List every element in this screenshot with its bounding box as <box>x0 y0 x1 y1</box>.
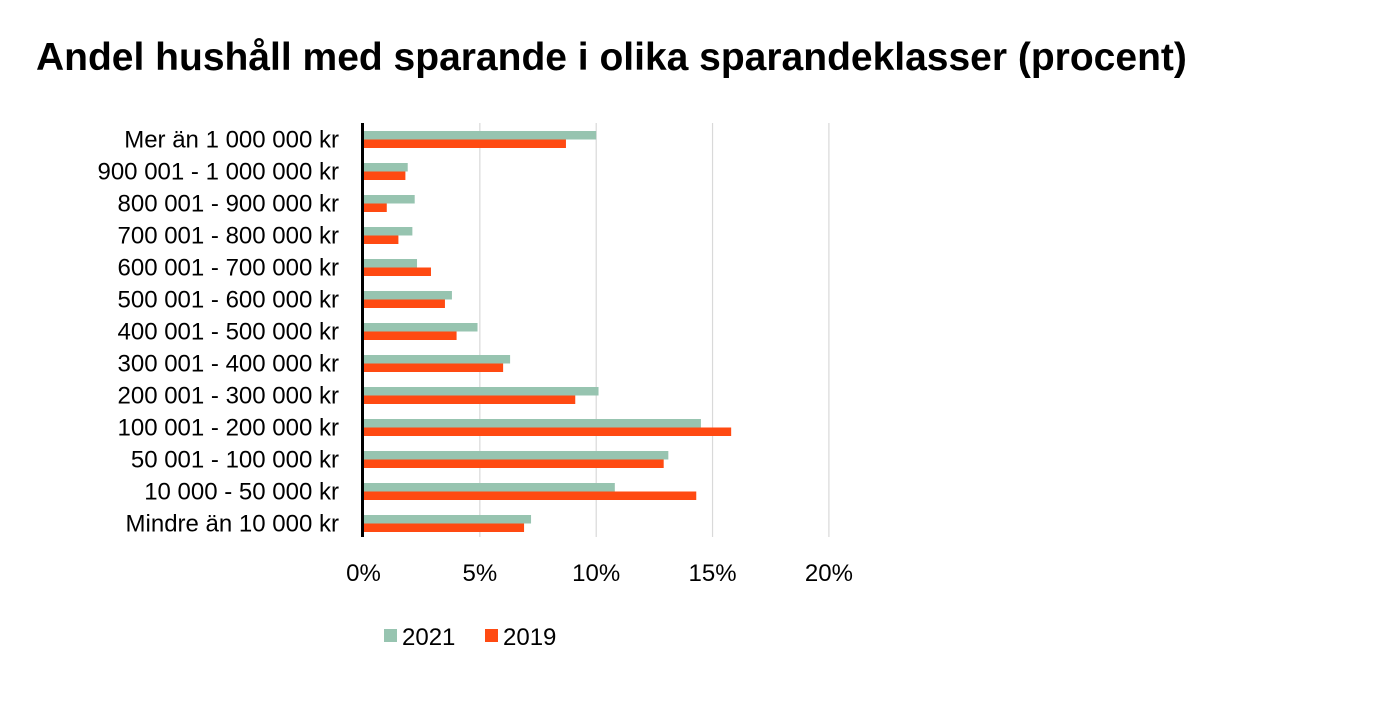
bar-2021 <box>363 195 415 204</box>
legend: 2021 2019 <box>384 624 556 651</box>
bar-2019 <box>363 331 457 340</box>
bar-2021 <box>363 227 413 236</box>
bar-2021 <box>363 355 511 364</box>
bar-2019 <box>363 235 399 244</box>
bar-2019 <box>363 171 406 180</box>
category-label: 700 001 - 800 000 kr <box>118 223 340 250</box>
bar-2019 <box>363 139 566 148</box>
x-tick-labels: 0% 5% 10% 15% 20% <box>346 560 853 587</box>
bar-2021 <box>363 163 408 172</box>
bar-2021 <box>363 515 532 524</box>
bar-2021 <box>363 483 615 492</box>
bar-2021 <box>363 259 418 268</box>
bar-2019 <box>363 427 732 436</box>
category-labels: Mer än 1 000 000 kr 900 001 - 1 000 000 k… <box>97 127 339 538</box>
category-label: 200 001 - 300 000 kr <box>118 383 340 410</box>
x-tick-label: 10% <box>572 560 620 587</box>
x-tick-label: 20% <box>805 560 853 587</box>
category-label: 100 001 - 200 000 kr <box>118 415 340 442</box>
category-label: 50 001 - 100 000 kr <box>131 447 339 474</box>
legend-label-2019: 2019 <box>503 624 556 651</box>
bar-2019 <box>363 203 387 212</box>
x-tick-label: 5% <box>463 560 498 587</box>
category-label: 300 001 - 400 000 kr <box>118 351 340 378</box>
bar-2019 <box>363 459 664 468</box>
legend-label-2021: 2021 <box>402 624 455 651</box>
category-label: 400 001 - 500 000 kr <box>118 319 340 346</box>
category-label: 800 001 - 900 000 kr <box>118 191 340 218</box>
bar-2019 <box>363 363 504 372</box>
bar-2021 <box>363 419 701 428</box>
bar-2019 <box>363 491 697 500</box>
bar-2019 <box>363 299 445 308</box>
category-label: 900 001 - 1 000 000 kr <box>97 159 339 186</box>
x-tick-label: 15% <box>689 560 737 587</box>
bars <box>363 131 732 532</box>
x-tick-label: 0% <box>346 560 381 587</box>
category-label: Mer än 1 000 000 kr <box>124 127 339 154</box>
gridlines <box>479 123 830 537</box>
bar-2021 <box>363 131 597 140</box>
category-label: 10 000 - 50 000 kr <box>144 479 339 506</box>
bar-2021 <box>363 323 478 332</box>
legend-swatch-2021 <box>384 629 397 642</box>
bar-2019 <box>363 267 431 276</box>
bar-2021 <box>363 387 599 396</box>
bar-2019 <box>363 395 576 404</box>
category-label: 500 001 - 600 000 kr <box>118 287 340 314</box>
chart-title: Andel hushåll med sparande i olika spara… <box>36 36 1187 79</box>
bar-2019 <box>363 523 525 532</box>
legend-swatch-2019 <box>485 629 498 642</box>
bar-2021 <box>363 291 452 300</box>
category-label: Mindre än 10 000 kr <box>126 511 339 538</box>
category-label: 600 001 - 700 000 kr <box>118 255 340 282</box>
bar-2021 <box>363 451 669 460</box>
